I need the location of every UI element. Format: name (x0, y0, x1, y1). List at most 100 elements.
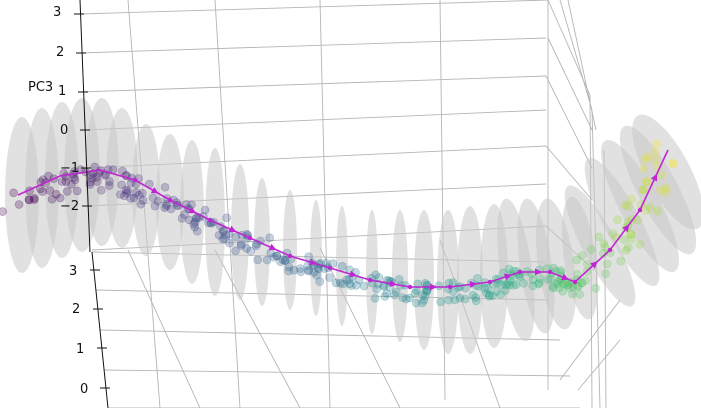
trajectory-arrow (430, 283, 437, 291)
variance-ellipse (336, 206, 348, 326)
data-point (627, 194, 637, 204)
data-point (331, 278, 341, 288)
data-point (295, 264, 305, 273)
data-point (138, 188, 147, 198)
data-point (657, 171, 666, 180)
data-point (272, 251, 282, 261)
data-point (284, 262, 294, 272)
data-point (602, 259, 612, 269)
data-point (153, 196, 163, 206)
data-point (134, 191, 144, 200)
data-point (342, 275, 352, 285)
data-point (272, 251, 282, 261)
data-point (126, 194, 135, 203)
data-point (639, 164, 649, 173)
data-point (519, 278, 528, 288)
data-point (577, 251, 587, 260)
trajectory-arrow (469, 281, 477, 288)
trajectory-node (517, 269, 523, 275)
data-point (242, 244, 251, 253)
data-point (564, 283, 574, 292)
data-point (641, 177, 651, 186)
axes (74, 0, 110, 408)
data-point (269, 252, 279, 262)
data-point (97, 185, 106, 195)
data-point (304, 252, 314, 262)
variance-ellipse (632, 114, 701, 230)
data-point (488, 291, 498, 301)
data-point (652, 139, 662, 148)
grid-line (319, 247, 401, 408)
data-point (193, 226, 202, 236)
trajectory-node (547, 269, 553, 275)
trajectory (17, 149, 669, 291)
data-point (484, 291, 494, 301)
data-point (553, 277, 563, 287)
data-point (591, 283, 601, 293)
data-point (619, 235, 629, 244)
data-point (573, 282, 583, 291)
data-point (496, 290, 506, 299)
data-point (548, 282, 558, 291)
data-point (380, 292, 390, 301)
data-point (122, 188, 131, 198)
trajectory-node (207, 217, 213, 223)
y-tick-label: 3 (69, 264, 77, 279)
y-axis-line (91, 251, 109, 408)
trajectory-arrow (389, 280, 397, 287)
data-point (85, 180, 95, 189)
variance-ellipse (457, 206, 483, 354)
data-point (315, 277, 325, 286)
z-tick-label: 3 (53, 5, 61, 20)
trajectory-arrow (150, 186, 159, 194)
data-point (496, 280, 506, 290)
data-point (51, 190, 61, 199)
data-point (643, 152, 652, 162)
data-point (503, 279, 513, 288)
data-point (72, 186, 82, 196)
trajectory-node (572, 279, 578, 285)
data-point (455, 293, 465, 303)
data-point (14, 200, 24, 209)
data-point (189, 219, 198, 229)
data-point (638, 185, 648, 195)
data-point (501, 286, 510, 295)
data-point (117, 180, 126, 190)
data-point (594, 232, 603, 242)
grid-line (214, 0, 241, 408)
data-point (328, 259, 338, 268)
variance-ellipse (231, 164, 249, 300)
data-point (351, 280, 361, 290)
data-point (47, 194, 57, 204)
trajectory-node (132, 177, 138, 183)
data-point (492, 287, 501, 296)
data-point (236, 241, 246, 250)
data-point (633, 215, 643, 225)
data-point (471, 293, 481, 302)
data-point (162, 201, 171, 211)
trajectory-arrow (308, 258, 317, 266)
data-point (166, 204, 176, 214)
data-point (221, 230, 231, 240)
data-point (86, 177, 95, 187)
data-point (420, 291, 430, 301)
data-point (511, 280, 521, 289)
data-point (638, 185, 648, 195)
data-point (608, 229, 618, 238)
data-point (505, 276, 515, 286)
data-point (236, 239, 246, 249)
data-point (185, 215, 194, 225)
data-point (553, 279, 563, 289)
data-point (599, 239, 609, 248)
data-point (577, 278, 587, 288)
z-tick-label: −1 (60, 161, 79, 176)
data-point (640, 154, 650, 164)
data-point (419, 295, 429, 305)
data-point (504, 264, 514, 274)
data-point (129, 193, 139, 203)
grid-line (79, 37, 547, 54)
data-point (67, 180, 76, 189)
data-point (651, 155, 660, 164)
data-point (472, 273, 482, 283)
data-point (548, 283, 558, 293)
